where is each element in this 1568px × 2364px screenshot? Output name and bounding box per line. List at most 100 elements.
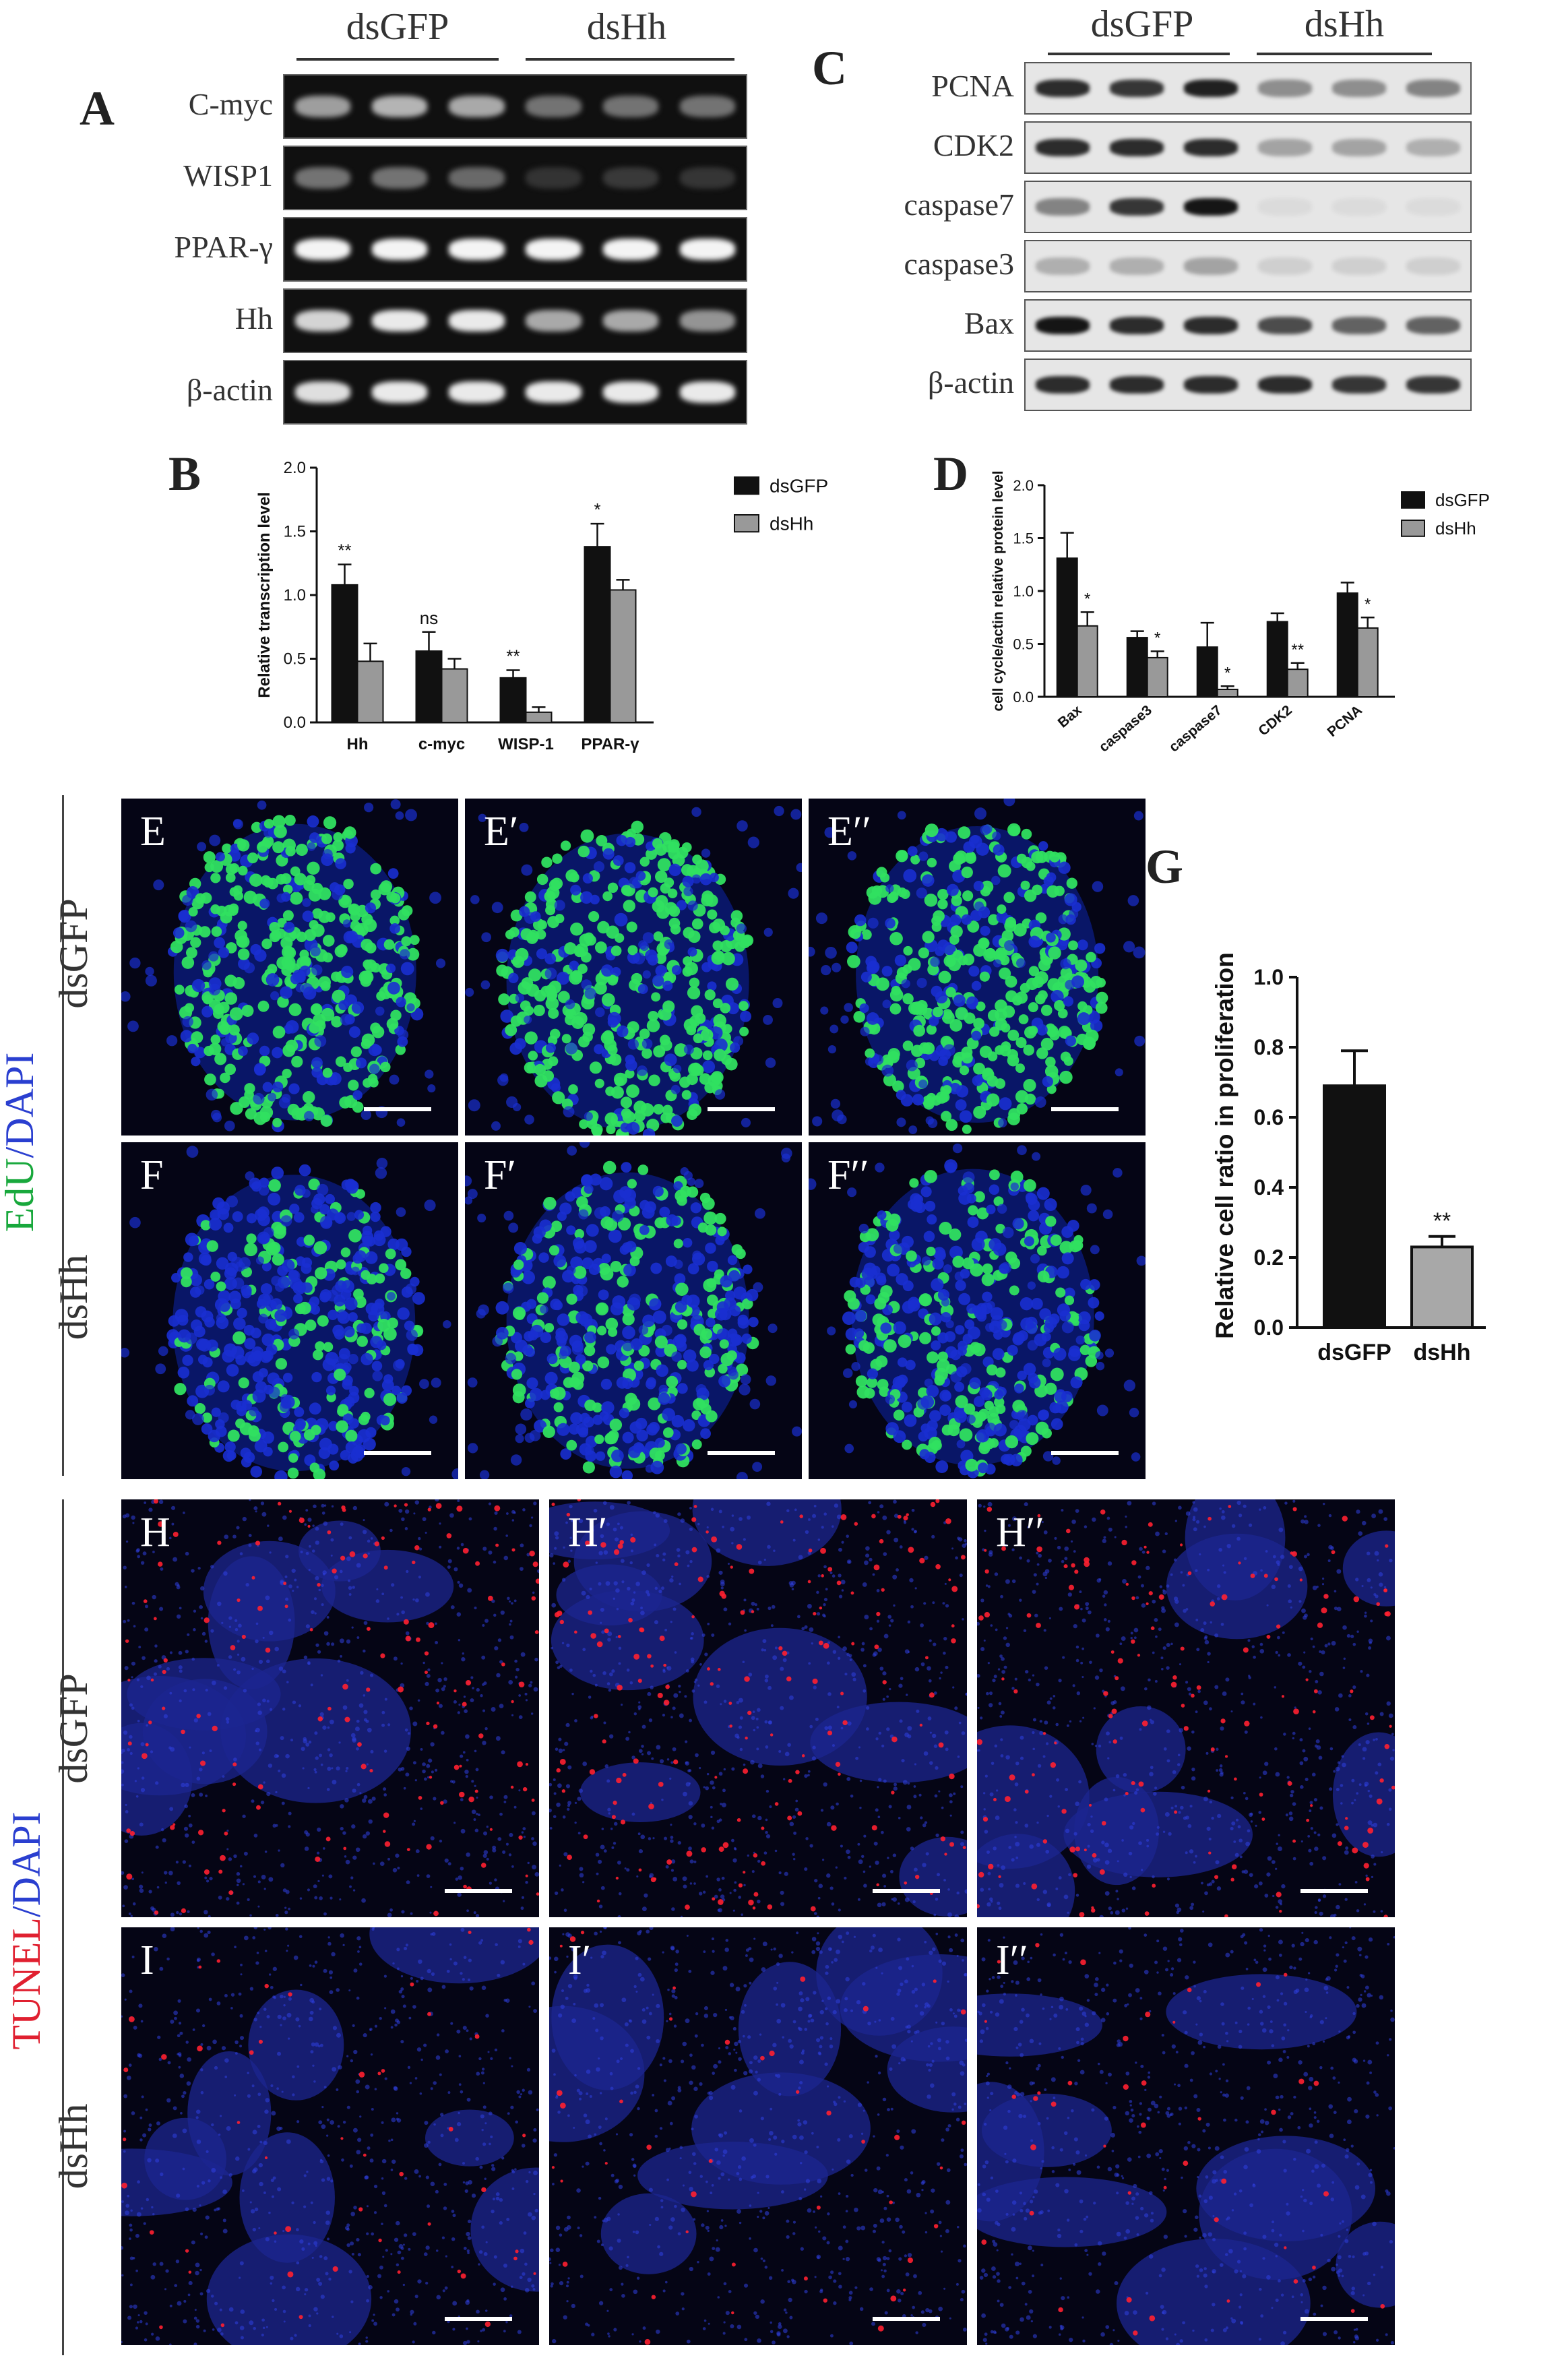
dapi-label-part: /DAPI xyxy=(0,1052,42,1158)
gel-band xyxy=(1184,80,1238,97)
gel-row-strip xyxy=(1024,62,1472,115)
category-label: caspase3 xyxy=(1096,702,1155,755)
panel-letter-b: B xyxy=(168,447,201,501)
category-label: dsHh xyxy=(1414,1340,1471,1365)
panel-a-group-dsgfp: dsGFP xyxy=(346,6,449,48)
category-label: caspase7 xyxy=(1166,702,1225,755)
microscopy-canvas xyxy=(809,799,1146,1134)
panel-letter-a: A xyxy=(80,82,115,135)
gel-row-label: PCNA xyxy=(931,69,1014,103)
gel-band xyxy=(526,96,582,117)
gel-band xyxy=(1184,317,1238,334)
panel-tag: E′ xyxy=(484,809,519,854)
microscopy-image: E xyxy=(121,799,458,1136)
row-i-label: dsHh xyxy=(51,2103,96,2189)
panel-tag: E′′ xyxy=(827,809,871,854)
bar xyxy=(415,650,443,723)
tunel-bracket-line xyxy=(62,1499,64,2355)
panel-tag: I′′ xyxy=(996,1937,1028,1983)
gel-band xyxy=(1406,257,1460,275)
legend-swatch xyxy=(734,476,759,495)
microscopy-image: F xyxy=(121,1142,458,1479)
gel-band xyxy=(1406,317,1460,334)
gel-band xyxy=(679,96,735,117)
panel-tag: F′ xyxy=(484,1152,517,1198)
legend-swatch xyxy=(734,514,759,533)
category-label: WISP-1 xyxy=(498,735,554,753)
gel-band xyxy=(1258,80,1312,97)
microscopy-canvas xyxy=(549,1927,967,2345)
gel-band xyxy=(1036,139,1090,156)
tunel-stain-label: TUNEL/DAPI xyxy=(3,1789,51,2072)
panel-tag: H′ xyxy=(568,1510,608,1555)
gel-band xyxy=(1184,257,1238,275)
significance-label: * xyxy=(1084,590,1090,608)
gel-band xyxy=(372,167,428,189)
bar xyxy=(584,546,611,723)
y-tick-label: 0.8 xyxy=(1254,1035,1284,1059)
bar xyxy=(1196,646,1218,697)
gel-row-strip xyxy=(1024,121,1472,174)
gel-band xyxy=(1258,257,1312,275)
y-tick-label: 0.0 xyxy=(1013,689,1034,706)
gel-row-label: caspase3 xyxy=(904,247,1014,281)
significance-label: ** xyxy=(338,540,351,561)
gel-row-strip xyxy=(283,217,747,282)
gel-band xyxy=(602,96,658,117)
gel-band xyxy=(294,167,351,189)
panel-c-group-line-dshh xyxy=(1257,53,1432,55)
gel-band xyxy=(1332,139,1386,156)
gel-band xyxy=(602,167,658,189)
significance-label: * xyxy=(1365,595,1371,613)
gel-band xyxy=(449,381,505,403)
panel-c-group-line-dsgfp xyxy=(1048,53,1230,55)
panel-a-group-line-dshh xyxy=(526,58,734,61)
y-tick-label: 1.5 xyxy=(1013,530,1034,547)
bar xyxy=(356,660,384,723)
scale-bar xyxy=(1300,2317,1368,2321)
scale-bar xyxy=(1051,1107,1119,1111)
row-h-label: dsGFP xyxy=(51,1673,96,1784)
gel-band xyxy=(1406,80,1460,97)
panel-a-group-dshh: dsHh xyxy=(586,6,667,48)
gel-band xyxy=(1110,376,1164,394)
y-tick-label: 2.0 xyxy=(284,459,306,477)
gel-band xyxy=(1036,80,1090,97)
gel-band xyxy=(294,310,351,332)
panel-tag: I′ xyxy=(568,1937,592,1983)
gel-row-strip xyxy=(283,146,747,210)
panel-tag: H′′ xyxy=(996,1510,1044,1555)
gel-row-label: Bax xyxy=(964,306,1014,340)
scale-bar xyxy=(873,2317,940,2321)
gel-band xyxy=(1258,198,1312,216)
gel-band xyxy=(1036,317,1090,334)
gel-row-label: WISP1 xyxy=(183,158,273,193)
gel-band xyxy=(372,239,428,260)
gel-row-strip xyxy=(1024,359,1472,411)
legend-swatch xyxy=(1401,520,1425,537)
panel-tag: I xyxy=(140,1937,154,1983)
microscopy-image: I′ xyxy=(549,1927,967,2345)
y-tick-label: 0.4 xyxy=(1254,1175,1284,1200)
microscopy-canvas xyxy=(121,1499,539,1917)
panel-c-group-dsgfp: dsGFP xyxy=(1090,3,1194,45)
gel-band xyxy=(526,310,582,332)
gel-band xyxy=(1258,139,1312,156)
category-label: Hh xyxy=(347,735,369,753)
gel-band xyxy=(372,310,428,332)
panel-a-group-line-dsgfp xyxy=(296,58,499,61)
edu-stain-label: EdU/DAPI xyxy=(0,1028,44,1257)
gel-band xyxy=(1406,139,1460,156)
category-label: dsGFP xyxy=(1317,1340,1391,1365)
gel-row-label: C-myc xyxy=(188,87,273,121)
gel-row-strip xyxy=(283,288,747,353)
legend-label: dsGFP xyxy=(770,475,828,496)
gel-band xyxy=(602,310,658,332)
bar xyxy=(441,668,468,723)
bar xyxy=(525,711,553,724)
y-tick-label: 2.0 xyxy=(1013,477,1034,494)
microscopy-image: I xyxy=(121,1927,539,2345)
gel-band xyxy=(1332,317,1386,334)
y-tick-label: 0.6 xyxy=(1254,1105,1284,1129)
gel-band xyxy=(1184,376,1238,394)
